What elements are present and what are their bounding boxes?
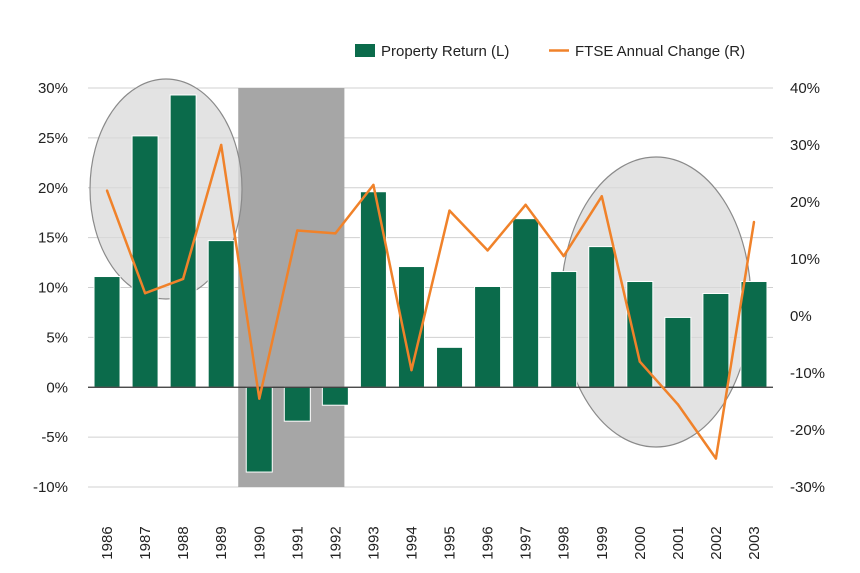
ftse-point-1993	[372, 183, 375, 187]
ftse-point-2002	[714, 457, 718, 460]
x-tick-label: 1991	[289, 526, 306, 559]
x-tick-label: 1986	[99, 526, 116, 559]
bar-1986	[93, 276, 121, 388]
x-tick-label: 1992	[327, 526, 344, 559]
left-tick-label: 25%	[38, 130, 68, 147]
x-tick-label: 1999	[594, 526, 611, 559]
x-tick-label: 1996	[480, 526, 497, 559]
left-tick-label: -10%	[33, 479, 68, 496]
x-tick-label: 1994	[403, 526, 420, 559]
x-tick-label: 1989	[213, 526, 230, 559]
ftse-point-2001	[676, 403, 680, 406]
bar-1992	[321, 386, 349, 406]
bar-2001	[664, 316, 692, 388]
bar-1989	[207, 240, 235, 388]
x-tick-label: 2001	[670, 526, 687, 559]
legend: Property Return (L) FTSE Annual Change (R…	[355, 43, 745, 60]
ftse-point-1998	[562, 254, 565, 258]
ftse-point-1997	[524, 203, 527, 207]
ftse-line	[105, 143, 756, 460]
ftse-point-1990	[258, 397, 261, 400]
x-tick-label: 2003	[746, 526, 763, 559]
bar-1996	[474, 286, 502, 388]
ftse-point-1986	[105, 189, 109, 192]
right-tick-label: 20%	[790, 194, 820, 211]
bar-1991	[283, 386, 311, 422]
right-tick-label: -10%	[790, 365, 825, 382]
ftse-point-1987	[143, 292, 147, 295]
bar-1990	[245, 386, 273, 473]
x-axis-ticks: 1986 1987 1988 1989 1990 1991 1992 1993 1994 1995…	[99, 526, 763, 559]
property-return-bars	[93, 94, 768, 473]
left-tick-label: 15%	[38, 230, 68, 247]
bar-2003	[740, 281, 768, 388]
bar-1988	[169, 94, 197, 388]
x-tick-label: 2002	[708, 526, 725, 559]
x-tick-label: 1998	[556, 526, 573, 559]
ftse-point-1988	[181, 277, 185, 281]
x-tick-label: 1987	[137, 526, 154, 559]
right-tick-label: 10%	[790, 251, 820, 268]
bar-1995	[436, 346, 464, 388]
left-tick-label: 5%	[46, 329, 68, 346]
ftse-point-2003	[752, 220, 756, 224]
bar-1987	[131, 135, 159, 388]
ftse-point-1996	[486, 249, 489, 252]
x-tick-label: 1997	[518, 526, 535, 559]
x-tick-label: 1988	[175, 526, 192, 559]
ftse-point-1992	[334, 232, 337, 235]
x-tick-label: 1990	[251, 526, 268, 559]
right-axis-ticks: -30% -20% -10% 0% 10% 20% 30% 40%	[790, 80, 825, 496]
left-tick-label: -5%	[41, 429, 68, 446]
x-tick-label: 2000	[632, 526, 649, 559]
bar-2002	[702, 292, 730, 388]
left-tick-label: 10%	[38, 280, 68, 297]
bar-1998	[550, 271, 578, 388]
left-tick-label: 20%	[38, 180, 68, 197]
right-tick-label: 40%	[790, 80, 820, 97]
left-axis-ticks: -10% -5% 0% 5% 10% 15% 20% 25% 30%	[33, 80, 68, 496]
right-tick-label: 30%	[790, 137, 820, 154]
legend-label-ftse: FTSE Annual Change (R)	[575, 43, 745, 60]
ftse-point-1999	[600, 195, 603, 198]
right-tick-label: -30%	[790, 479, 825, 496]
left-tick-label: 30%	[38, 80, 68, 97]
bar-1993	[359, 191, 387, 388]
legend-label-property-return: Property Return (L)	[381, 43, 509, 60]
right-tick-label: 0%	[790, 308, 812, 325]
ftse-point-2000	[638, 360, 642, 363]
ftse-point-1991	[296, 229, 299, 232]
bar-1999	[588, 246, 616, 388]
legend-swatch-property-return	[355, 44, 375, 57]
right-tick-label: -20%	[790, 422, 825, 439]
x-tick-label: 1995	[442, 526, 459, 559]
x-tick-label: 1993	[365, 526, 382, 559]
left-tick-label: 0%	[46, 379, 68, 396]
ftse-point-1989	[219, 143, 223, 147]
ftse-line-layer	[105, 143, 756, 460]
bar-1997	[512, 218, 540, 388]
ftse-point-1994	[410, 368, 413, 372]
ftse-point-1995	[448, 209, 451, 212]
